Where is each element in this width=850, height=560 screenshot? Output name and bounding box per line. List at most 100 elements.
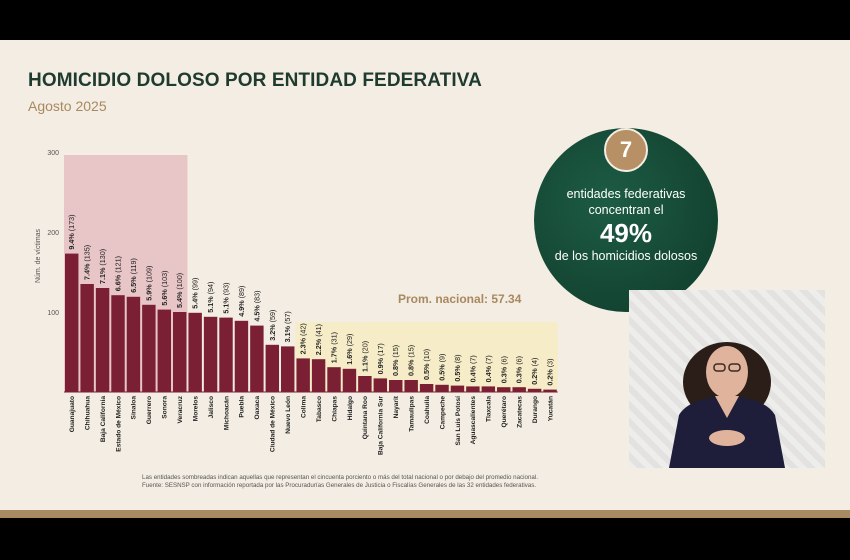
data-label: 0.8% (15): [407, 345, 416, 376]
bar: [65, 253, 79, 392]
bar: [373, 378, 388, 392]
bar: [188, 312, 202, 392]
bar: [311, 359, 326, 392]
bar: [512, 387, 526, 392]
data-label: 0.2% (3): [546, 358, 555, 385]
data-label-percent: 7.4%: [83, 262, 92, 280]
data-label-count: (94): [206, 282, 215, 295]
data-label-percent: 3.1%: [283, 324, 292, 342]
category-label: Sinaloa: [131, 396, 138, 420]
data-label-percent: 0.4%: [484, 364, 493, 382]
data-label: 5.1% (93): [222, 282, 231, 313]
bottom-band: [0, 510, 850, 518]
bar: [404, 380, 418, 392]
data-label-percent: 0.2%: [530, 366, 539, 384]
data-label-percent: 6.6%: [114, 273, 123, 291]
category-label: Aguascalientes: [470, 396, 477, 445]
category-label: Campeche: [439, 396, 446, 430]
data-label-count: (20): [360, 341, 369, 354]
y-tick-label: 100: [47, 310, 59, 317]
data-label-count: (93): [222, 282, 231, 295]
data-label-percent: 0.2%: [546, 367, 555, 385]
data-label: 6.6% (121): [114, 256, 123, 291]
data-label-percent: 0.5%: [438, 362, 447, 380]
bar: [527, 388, 542, 392]
bar-chart: 100 200 300 Núm. de víctimas 9.4% (173) Guana…: [35, 150, 558, 455]
category-label: Coahuila: [424, 396, 431, 424]
data-label-count: (119): [129, 258, 138, 274]
bar: [419, 384, 434, 392]
data-label-percent: 0.5%: [453, 363, 462, 381]
data-label-count: (8): [453, 354, 462, 363]
data-label-percent: 2.2%: [314, 337, 323, 355]
data-label-count: (57): [283, 311, 292, 324]
category-label: Michoacán: [223, 396, 230, 430]
category-label: Querétaro: [501, 396, 508, 428]
data-label-percent: 9.4%: [67, 231, 76, 249]
bar: [342, 368, 357, 392]
interpreter-image: [669, 342, 785, 468]
data-label-count: (121): [114, 256, 123, 273]
bar: [111, 295, 125, 392]
data-label: 0.2% (4): [530, 358, 539, 385]
data-label-percent: 7.1%: [98, 266, 107, 284]
data-label-percent: 5.4%: [191, 290, 200, 308]
category-label: Jalisco: [208, 396, 215, 418]
category-label: Veracruz: [177, 395, 184, 423]
interpreter-glasses-right: [728, 363, 741, 372]
bar: [358, 376, 372, 392]
data-label-count: (173): [67, 214, 76, 231]
category-label: Yucatán: [547, 396, 554, 421]
data-label-percent: 0.8%: [391, 358, 400, 376]
bar: [173, 312, 187, 392]
data-label: 4.9% (89): [237, 286, 246, 317]
data-label: 7.1% (130): [98, 249, 107, 284]
data-label: 0.4% (7): [468, 355, 477, 382]
category-label: Chihuahua: [84, 396, 91, 430]
category-label: Durango: [532, 396, 539, 423]
category-label: Chiapas: [331, 396, 338, 422]
callout-text-1: entidades federativas concentran el: [566, 187, 686, 217]
category-label: Ciudad de México: [270, 396, 277, 452]
category-label: Baja California Sur: [378, 396, 385, 455]
page-subtitle: Agosto 2025: [28, 98, 107, 114]
data-label-percent: 0.3%: [499, 365, 508, 383]
data-label-count: (41): [314, 324, 323, 337]
data-label-percent: 5.1%: [222, 295, 231, 313]
data-label-count: (109): [144, 266, 153, 283]
data-label: 2.3% (42): [299, 323, 308, 354]
category-label: Estado de México: [115, 396, 122, 452]
interpreter-hands: [709, 430, 745, 446]
data-label: 0.5% (9): [438, 354, 447, 381]
category-label: Nayarit: [393, 395, 400, 418]
data-label-percent: 3.2%: [268, 322, 277, 340]
data-label-percent: 5.1%: [206, 294, 215, 312]
category-label: Baja California: [100, 396, 107, 443]
data-label: 3.2% (59): [268, 310, 277, 341]
data-label-count: (4): [530, 358, 539, 367]
bar: [126, 296, 141, 392]
data-label-count: (9): [438, 354, 447, 363]
data-label: 5.6% (103): [160, 270, 169, 305]
bar: [250, 325, 264, 392]
category-label: Guerrero: [146, 396, 153, 424]
data-label: 0.5% (8): [453, 354, 462, 381]
data-label-count: (3): [546, 358, 555, 367]
page-title: HOMICIDIO DOLOSO POR ENTIDAD FEDERATIVA: [28, 70, 482, 91]
data-label-percent: 5.9%: [144, 282, 153, 300]
bar: [466, 386, 480, 392]
data-label: 5.4% (99): [191, 278, 200, 309]
category-label: Oaxaca: [254, 396, 261, 420]
data-label: 5.4% (100): [175, 273, 184, 308]
bar: [157, 309, 172, 392]
bar: [95, 288, 110, 392]
category-label: Sonora: [162, 396, 169, 419]
data-label-count: (17): [376, 343, 385, 356]
slide: HOMICIDIO DOLOSO POR ENTIDAD FEDERATIVA …: [0, 40, 850, 518]
data-label-count: (7): [484, 355, 493, 364]
bar: [481, 386, 496, 392]
data-label-count: (89): [237, 286, 246, 299]
footnote-line-1: Las entidades sombreadas indican aquella…: [142, 474, 538, 481]
callout-number-badge: 7: [604, 128, 648, 172]
footnote-line-2: Fuente: SESNSP con información reportada…: [142, 482, 537, 489]
